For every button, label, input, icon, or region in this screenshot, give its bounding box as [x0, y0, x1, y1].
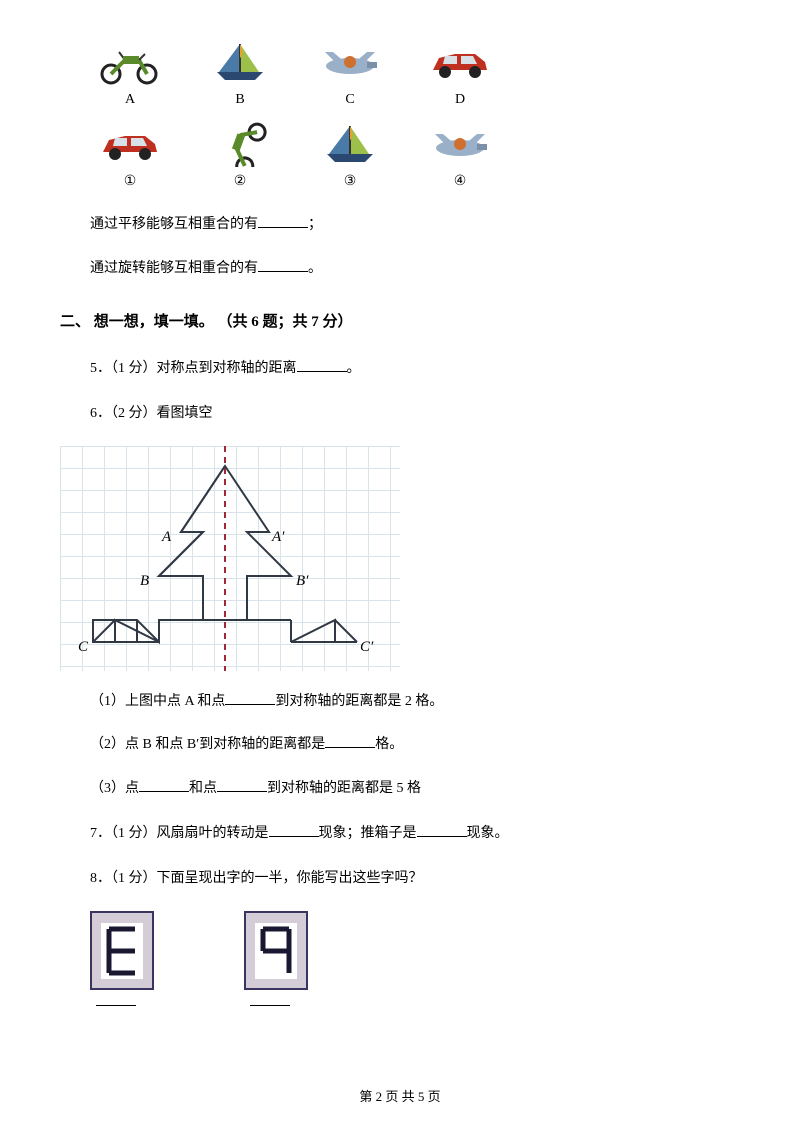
label-a: A	[90, 87, 170, 112]
item-airplane-4: ④	[420, 122, 500, 194]
blank-input[interactable]	[417, 822, 467, 837]
half-char-group-1	[90, 911, 154, 1015]
q5-post: 。	[347, 361, 361, 376]
blank-input[interactable]	[217, 777, 267, 792]
sailboat-icon	[315, 122, 385, 167]
blank-input[interactable]	[297, 357, 347, 372]
label-C: C	[78, 634, 88, 661]
half-char-box-2	[244, 911, 308, 990]
blank-input[interactable]	[269, 822, 319, 837]
question-8: 8．（1 分）下面呈现出字的一半，你能写出这些字吗？	[90, 866, 740, 891]
q6-2-pre: （2）点 B 和点 B′到对称轴的距离都是	[90, 737, 325, 752]
p1-post: ；	[308, 217, 322, 232]
item-airplane-c: C	[310, 40, 390, 112]
label-b: B	[200, 87, 280, 112]
question-6: 6．（2 分）看图填空	[90, 401, 740, 426]
tree-figure: A A′ B B′ C C′	[60, 446, 400, 671]
label-c: C	[310, 87, 390, 112]
car-icon	[425, 40, 495, 85]
item-car-d: D	[420, 40, 500, 112]
airplane-icon	[315, 40, 385, 85]
label-1: ①	[90, 169, 170, 194]
q6-3: （3）点 和点 到对称轴的距离都是 5 格	[90, 776, 740, 801]
para-translate: 通过平移能够互相重合的有 ；	[90, 212, 740, 237]
q6-3-mid: 和点	[189, 781, 217, 796]
p2-post: 。	[308, 261, 322, 276]
car-icon	[95, 122, 165, 167]
label-d: D	[420, 87, 500, 112]
q6-1-pre: （1）上图中点 A 和点	[90, 694, 225, 709]
q5-text: 5．（1 分）对称点到对称轴的距离	[90, 361, 297, 376]
item-sailboat-3: ③	[310, 122, 390, 194]
page-footer: 第 2 页 共 5 页	[0, 1085, 800, 1108]
section-2-title: 二、 想一想，填一填。 （共 6 题；共 7 分）	[60, 309, 740, 336]
para-rotate: 通过旋转能够互相重合的有 。	[90, 256, 740, 281]
q6-1: （1）上图中点 A 和点 到对称轴的距离都是 2 格。	[90, 689, 740, 714]
p1-pre: 通过平移能够互相重合的有	[90, 217, 258, 232]
q6-1-post: 到对称轴的距离都是 2 格。	[275, 694, 443, 709]
q7-mid: 现象；推箱子是	[319, 826, 417, 841]
blank-input[interactable]	[325, 733, 375, 748]
blank-input[interactable]	[250, 991, 290, 1006]
q7-pre: 7．（1 分）风扇扇叶的转动是	[90, 826, 269, 841]
blank-input[interactable]	[139, 777, 189, 792]
q6-3-post: 到对称轴的距离都是 5 格	[267, 781, 421, 796]
half-char-box-1	[90, 911, 154, 990]
p2-pre: 通过旋转能够互相重合的有	[90, 261, 258, 276]
blank-input[interactable]	[96, 991, 136, 1006]
half-char-row	[90, 911, 740, 1015]
label-4: ④	[420, 169, 500, 194]
motorcycle-icon	[95, 40, 165, 85]
item-car-1: ①	[90, 122, 170, 194]
item-motorcycle-2: ②	[200, 122, 280, 194]
sailboat-icon	[205, 40, 275, 85]
label-Cp: C′	[360, 634, 373, 661]
vehicle-row-2: ① ②	[90, 122, 740, 194]
label-B: B	[140, 568, 149, 595]
motorcycle-rotated-icon	[205, 122, 275, 167]
airplane-icon	[425, 122, 495, 167]
q7-post: 现象。	[467, 826, 509, 841]
question-7: 7．（1 分）风扇扇叶的转动是 现象；推箱子是 现象。	[90, 821, 740, 846]
label-2: ②	[200, 169, 280, 194]
blank-input[interactable]	[258, 213, 308, 228]
q6-3-pre: （3）点	[90, 781, 139, 796]
item-motorcycle-a: A	[90, 40, 170, 112]
q6-2-post: 格。	[375, 737, 403, 752]
label-Ap: A′	[272, 524, 284, 551]
label-A: A	[162, 524, 171, 551]
blank-input[interactable]	[258, 257, 308, 272]
half-char-group-2	[244, 911, 308, 1015]
blank-input[interactable]	[225, 690, 275, 705]
vehicle-row-1: A B	[90, 40, 740, 112]
label-Bp: B′	[296, 568, 308, 595]
item-sailboat-b: B	[200, 40, 280, 112]
question-5: 5．（1 分）对称点到对称轴的距离 。	[90, 356, 740, 381]
label-3: ③	[310, 169, 390, 194]
q6-2: （2）点 B 和点 B′到对称轴的距离都是 格。	[90, 732, 740, 757]
page-content: A B	[0, 0, 800, 1045]
